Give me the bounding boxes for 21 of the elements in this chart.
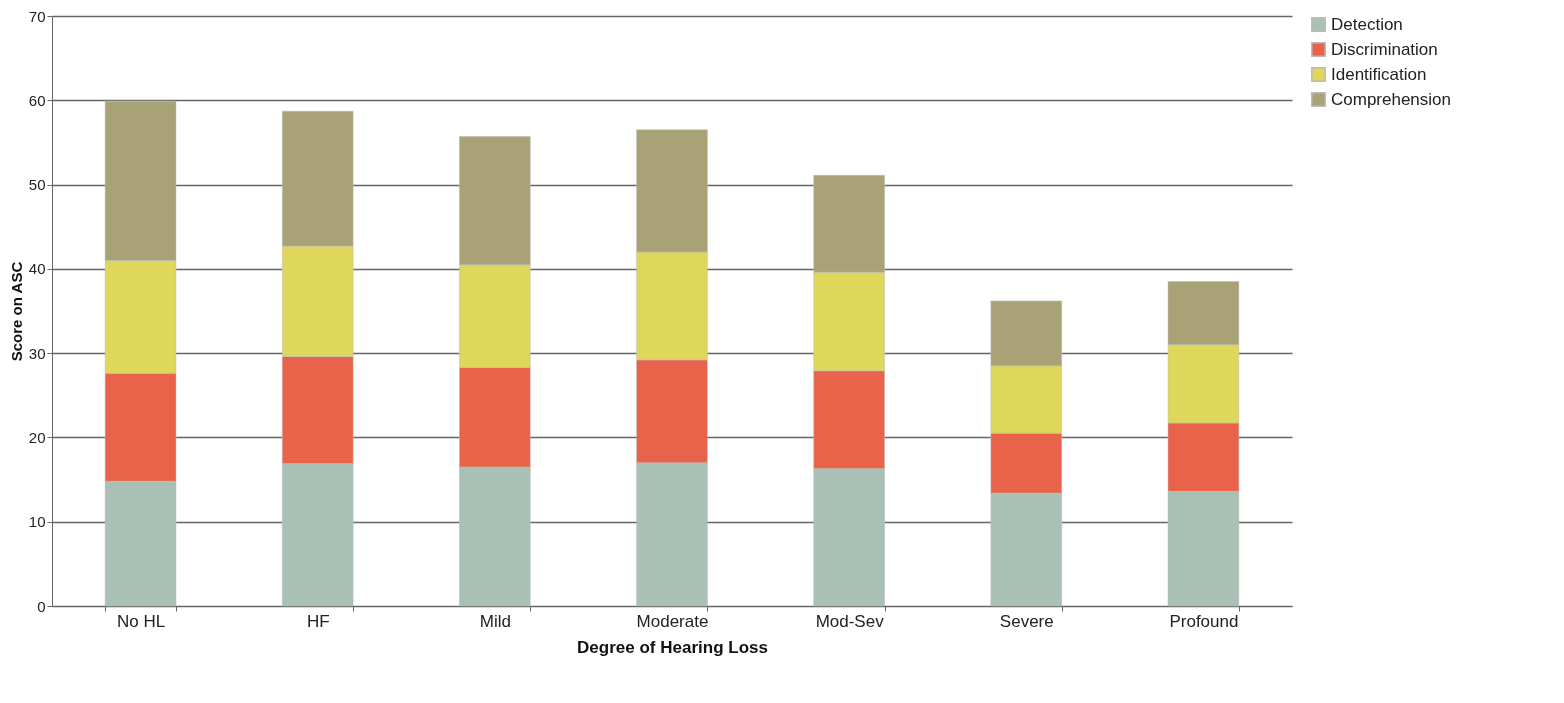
x-tick-label: Mod-Sev [815, 611, 885, 631]
y-tick-label: 0 [37, 597, 46, 615]
x-tick-label: Mild [479, 611, 511, 631]
x-tick-label: Severe [999, 611, 1054, 631]
y-axis-title: Score on ASC [7, 261, 25, 362]
y-tick-label: 10 [28, 513, 46, 531]
y-tick-label: 60 [28, 91, 46, 109]
x-tick-label: No HL [116, 611, 166, 631]
y-tick-label: 40 [28, 260, 46, 278]
x-tick-label: Profound [1169, 611, 1239, 631]
legend-label: Discrimination [1331, 39, 1438, 59]
legend-label: Detection [1331, 14, 1403, 34]
y-tick-label: 70 [28, 7, 46, 25]
y-tick-label: 20 [28, 428, 46, 446]
y-tick-label: 30 [28, 344, 46, 362]
x-axis-title: Degree of Hearing Loss [577, 637, 768, 657]
legend-label: Identification [1331, 64, 1427, 84]
y-tick-label: 50 [28, 176, 46, 194]
x-tick-label: HF [306, 611, 330, 631]
x-tick-label: Moderate [636, 611, 709, 631]
legend-label: Comprehension [1331, 89, 1452, 109]
